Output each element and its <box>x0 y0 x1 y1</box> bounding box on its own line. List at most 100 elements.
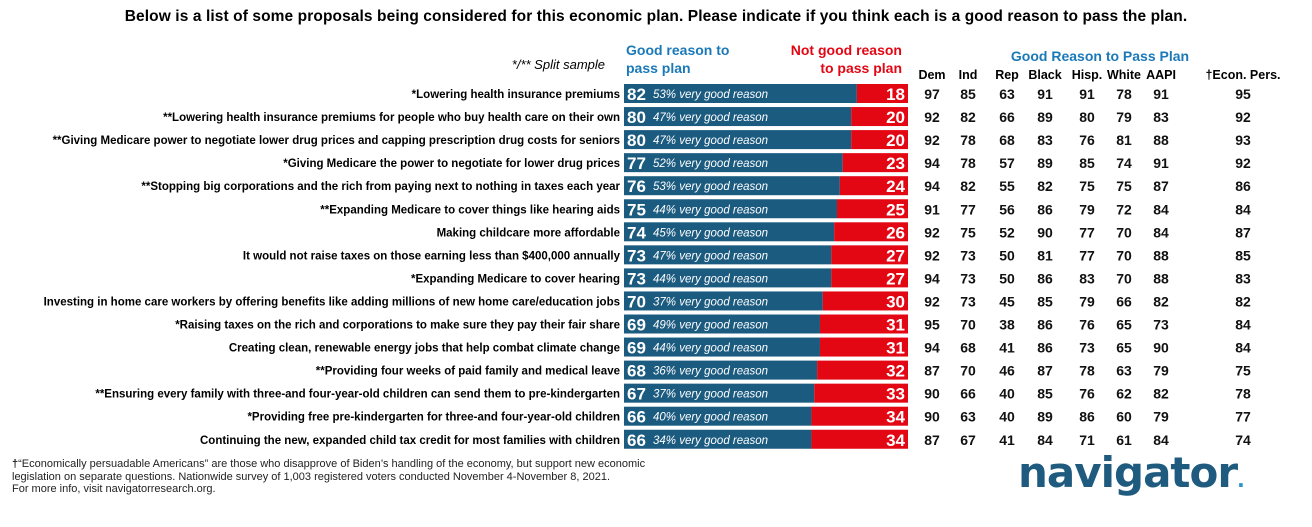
very-good-label: 36% very good reason <box>653 366 768 378</box>
logo-text: navigator <box>1018 448 1238 497</box>
group-value: 86 <box>1079 409 1095 425</box>
good-bar <box>624 84 857 103</box>
group-value: 85 <box>1235 247 1251 263</box>
very-good-label: 44% very good reason <box>653 343 768 355</box>
group-value: 92 <box>924 132 940 148</box>
good-value: 77 <box>627 154 646 173</box>
group-value: 94 <box>924 155 940 171</box>
row-label: *Giving Medicare the power to negotiate … <box>283 158 620 170</box>
row-label: **Stopping big corporations and the rich… <box>141 181 620 193</box>
good-bar <box>624 245 832 265</box>
group-value: 95 <box>1235 86 1251 102</box>
group-value: 70 <box>1116 247 1132 263</box>
good-value: 69 <box>627 339 646 358</box>
good-bar <box>624 291 823 311</box>
not-good-bar <box>837 199 908 219</box>
not-good-value: 34 <box>886 431 905 450</box>
chart-row: **Lowering health insurance premiums for… <box>163 107 1251 127</box>
not-good-bar <box>842 153 908 173</box>
group-value: 55 <box>999 178 1015 194</box>
group-value: 90 <box>1153 340 1169 356</box>
chart-row: **Providing four weeks of paid family an… <box>316 360 1251 381</box>
not-good-value: 30 <box>886 292 905 311</box>
group-value: 83 <box>1079 270 1095 286</box>
footnote-line1: “Economically persuadable Americans” are… <box>18 458 646 470</box>
not-good-value: 20 <box>886 131 905 150</box>
not-good-value: 31 <box>886 339 905 358</box>
group-value: 90 <box>924 386 940 402</box>
group-value: 87 <box>1235 224 1251 240</box>
group-value: 66 <box>960 386 976 402</box>
group-value: 83 <box>1037 132 1053 148</box>
good-bar <box>624 199 837 219</box>
group-value: 79 <box>1079 293 1095 309</box>
group-value: 61 <box>1116 432 1132 448</box>
group-value: 75 <box>1235 363 1251 379</box>
navigator-logo: navigator. <box>1018 448 1245 497</box>
group-value: 74 <box>1235 432 1251 448</box>
row-label: **Lowering health insurance premiums for… <box>163 112 620 124</box>
group-value: 76 <box>1079 132 1095 148</box>
group-value: 84 <box>1037 432 1053 448</box>
group-value: 79 <box>1116 109 1132 125</box>
group-value: 84 <box>1153 432 1169 448</box>
group-value: 91 <box>1079 86 1095 102</box>
group-value: 66 <box>1116 293 1132 309</box>
group-value: 78 <box>1235 386 1251 402</box>
not-good-value: 23 <box>886 154 905 173</box>
group-value: 79 <box>1153 363 1169 379</box>
not-good-value: 33 <box>886 385 905 404</box>
group-header: Good Reason to Pass Plan <box>1011 48 1189 64</box>
not-good-value: 24 <box>886 177 905 196</box>
group-value: 94 <box>924 270 940 286</box>
group-value: 45 <box>999 293 1015 309</box>
group-value: 82 <box>960 109 976 125</box>
not-good-bar <box>819 337 908 357</box>
group-value: 57 <box>999 155 1015 171</box>
group-value: 82 <box>1037 178 1053 194</box>
group-value: 56 <box>999 201 1015 217</box>
very-good-label: 37% very good reason <box>653 389 768 401</box>
chart-row: **Stopping big corporations and the rich… <box>141 176 1251 196</box>
group-value: 67 <box>960 432 976 448</box>
group-value: 81 <box>1037 247 1053 263</box>
group-value: 84 <box>1235 201 1251 217</box>
group-value: 86 <box>1235 178 1251 194</box>
good-bar <box>624 429 812 449</box>
group-value: 50 <box>999 270 1015 286</box>
row-label: **Ensuring every family with three-and f… <box>95 389 620 401</box>
not-good-value: 31 <box>886 316 905 335</box>
good-value: 74 <box>627 223 646 242</box>
good-value: 73 <box>627 246 646 265</box>
very-good-label: 47% very good reason <box>653 135 768 147</box>
group-value: 92 <box>924 293 940 309</box>
not-good-bar <box>834 222 908 242</box>
chart-row: **Giving Medicare power to negotiate low… <box>53 130 1251 150</box>
chart-rows: *Lowering health insurance premiums 82 53%… <box>44 84 1251 450</box>
not-good-bar <box>851 107 908 127</box>
chart-row: Creating clean, renewable energy jobs th… <box>229 337 1251 358</box>
good-bar <box>624 314 820 334</box>
good-value: 80 <box>627 108 646 127</box>
row-label: *Raising taxes on the rich and corporati… <box>175 320 620 332</box>
group-value: 86 <box>1037 317 1053 333</box>
group-value: 89 <box>1037 109 1053 125</box>
not-good-bar <box>839 176 908 196</box>
group-value: 82 <box>1153 386 1169 402</box>
column-header: Dem <box>918 68 945 82</box>
row-label: **Expanding Medicare to cover things lik… <box>320 204 620 216</box>
group-value: 73 <box>1153 317 1169 333</box>
group-value: 77 <box>960 201 976 217</box>
group-value: 89 <box>1037 409 1053 425</box>
very-good-label: 47% very good reason <box>653 112 768 124</box>
chart-row: Investing in home care workers by offeri… <box>44 291 1251 311</box>
group-value: 86 <box>1037 270 1053 286</box>
group-value: 93 <box>1235 132 1251 148</box>
group-value: 65 <box>1116 317 1132 333</box>
group-value: 94 <box>924 178 940 194</box>
group-value: 82 <box>1235 293 1251 309</box>
very-good-label: 44% very good reason <box>653 204 768 216</box>
group-value: 87 <box>924 363 940 379</box>
group-value: 87 <box>1153 178 1169 194</box>
